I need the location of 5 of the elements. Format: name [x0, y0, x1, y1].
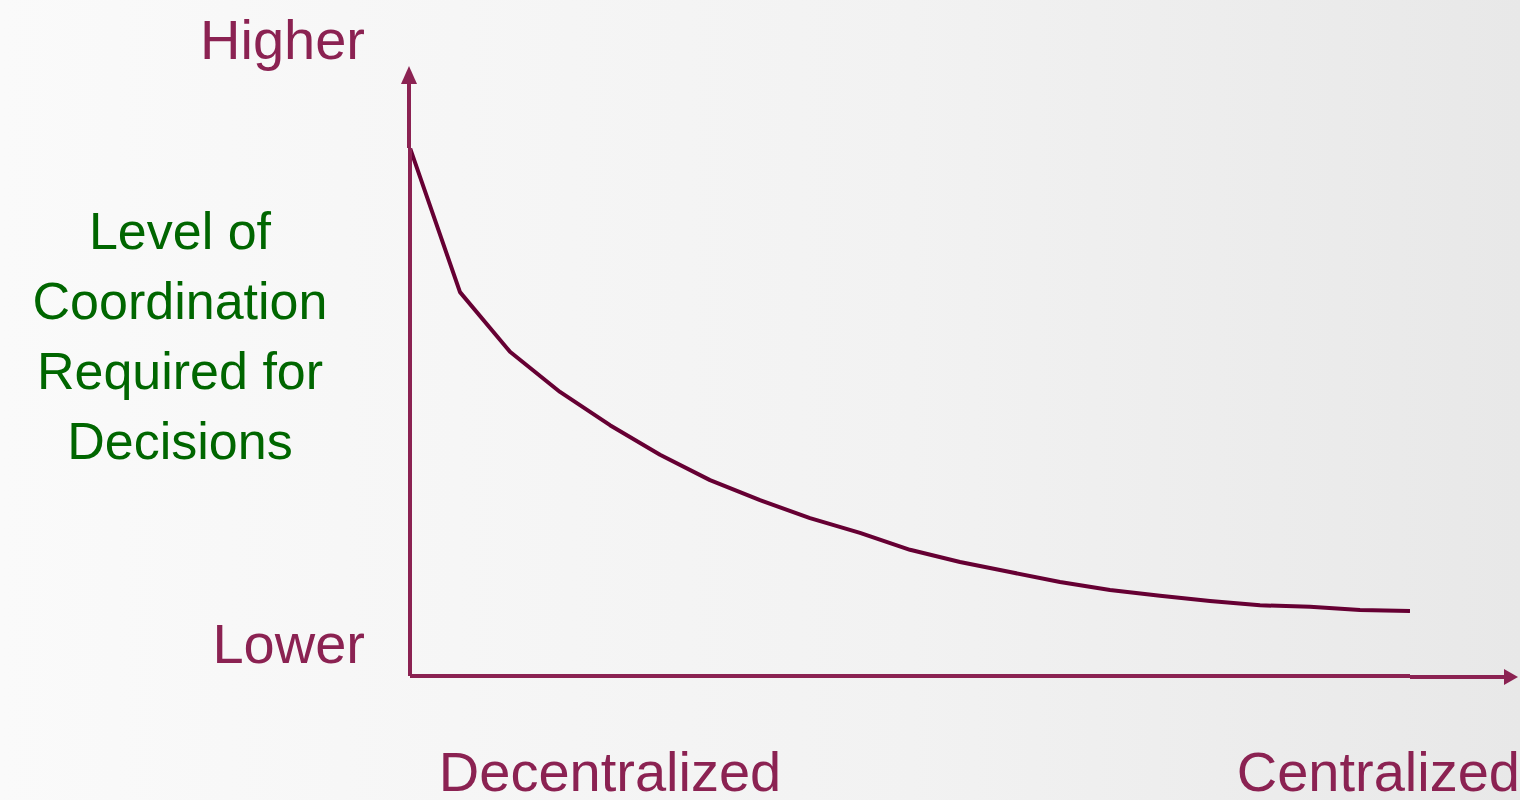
text: Centralized — [1235, 740, 1520, 800]
text: Higher — [199, 8, 365, 72]
text: Decentralized — [437, 740, 783, 800]
y-axis-title: Level of Coordination Required for Decisions — [31, 201, 329, 472]
text: Lower — [211, 612, 365, 676]
